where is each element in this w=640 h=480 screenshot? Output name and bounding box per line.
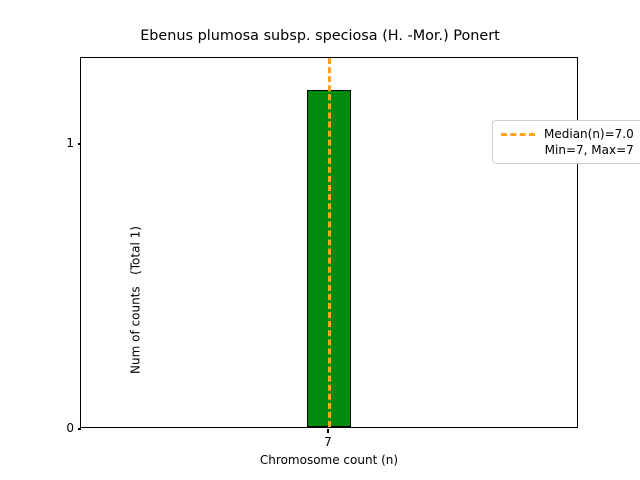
- median-line: [328, 58, 331, 427]
- y-tick-label-0: 0: [66, 421, 74, 435]
- chart-title: Ebenus plumosa subsp. speciosa (H. -Mor.…: [140, 28, 500, 44]
- x-axis-label: Chromosome count (n): [259, 453, 399, 467]
- dashed-line-icon: [501, 128, 535, 140]
- plot-area: [81, 58, 577, 427]
- y-tick-label-1: 1: [66, 136, 74, 150]
- y-tick-mark: [77, 143, 81, 145]
- legend-label-median: Median(n)=7.0: [544, 127, 634, 141]
- x-tick-label-7: 7: [324, 435, 332, 449]
- y-axis-label: Num of counts (Total 1): [128, 226, 143, 374]
- legend-entry-minmax: Min=7, Max=7: [501, 143, 634, 157]
- legend-label-minmax: Min=7, Max=7: [544, 143, 634, 157]
- chart-axes: 0 1 7 Median(n)=7.0 Min=7, Max=7 Num of …: [66, 57, 640, 449]
- x-tick-mark: [327, 429, 329, 433]
- chart-legend: Median(n)=7.0 Min=7, Max=7: [492, 120, 640, 164]
- y-tick-mark: [77, 428, 81, 430]
- legend-entry-median: Median(n)=7.0: [501, 127, 634, 141]
